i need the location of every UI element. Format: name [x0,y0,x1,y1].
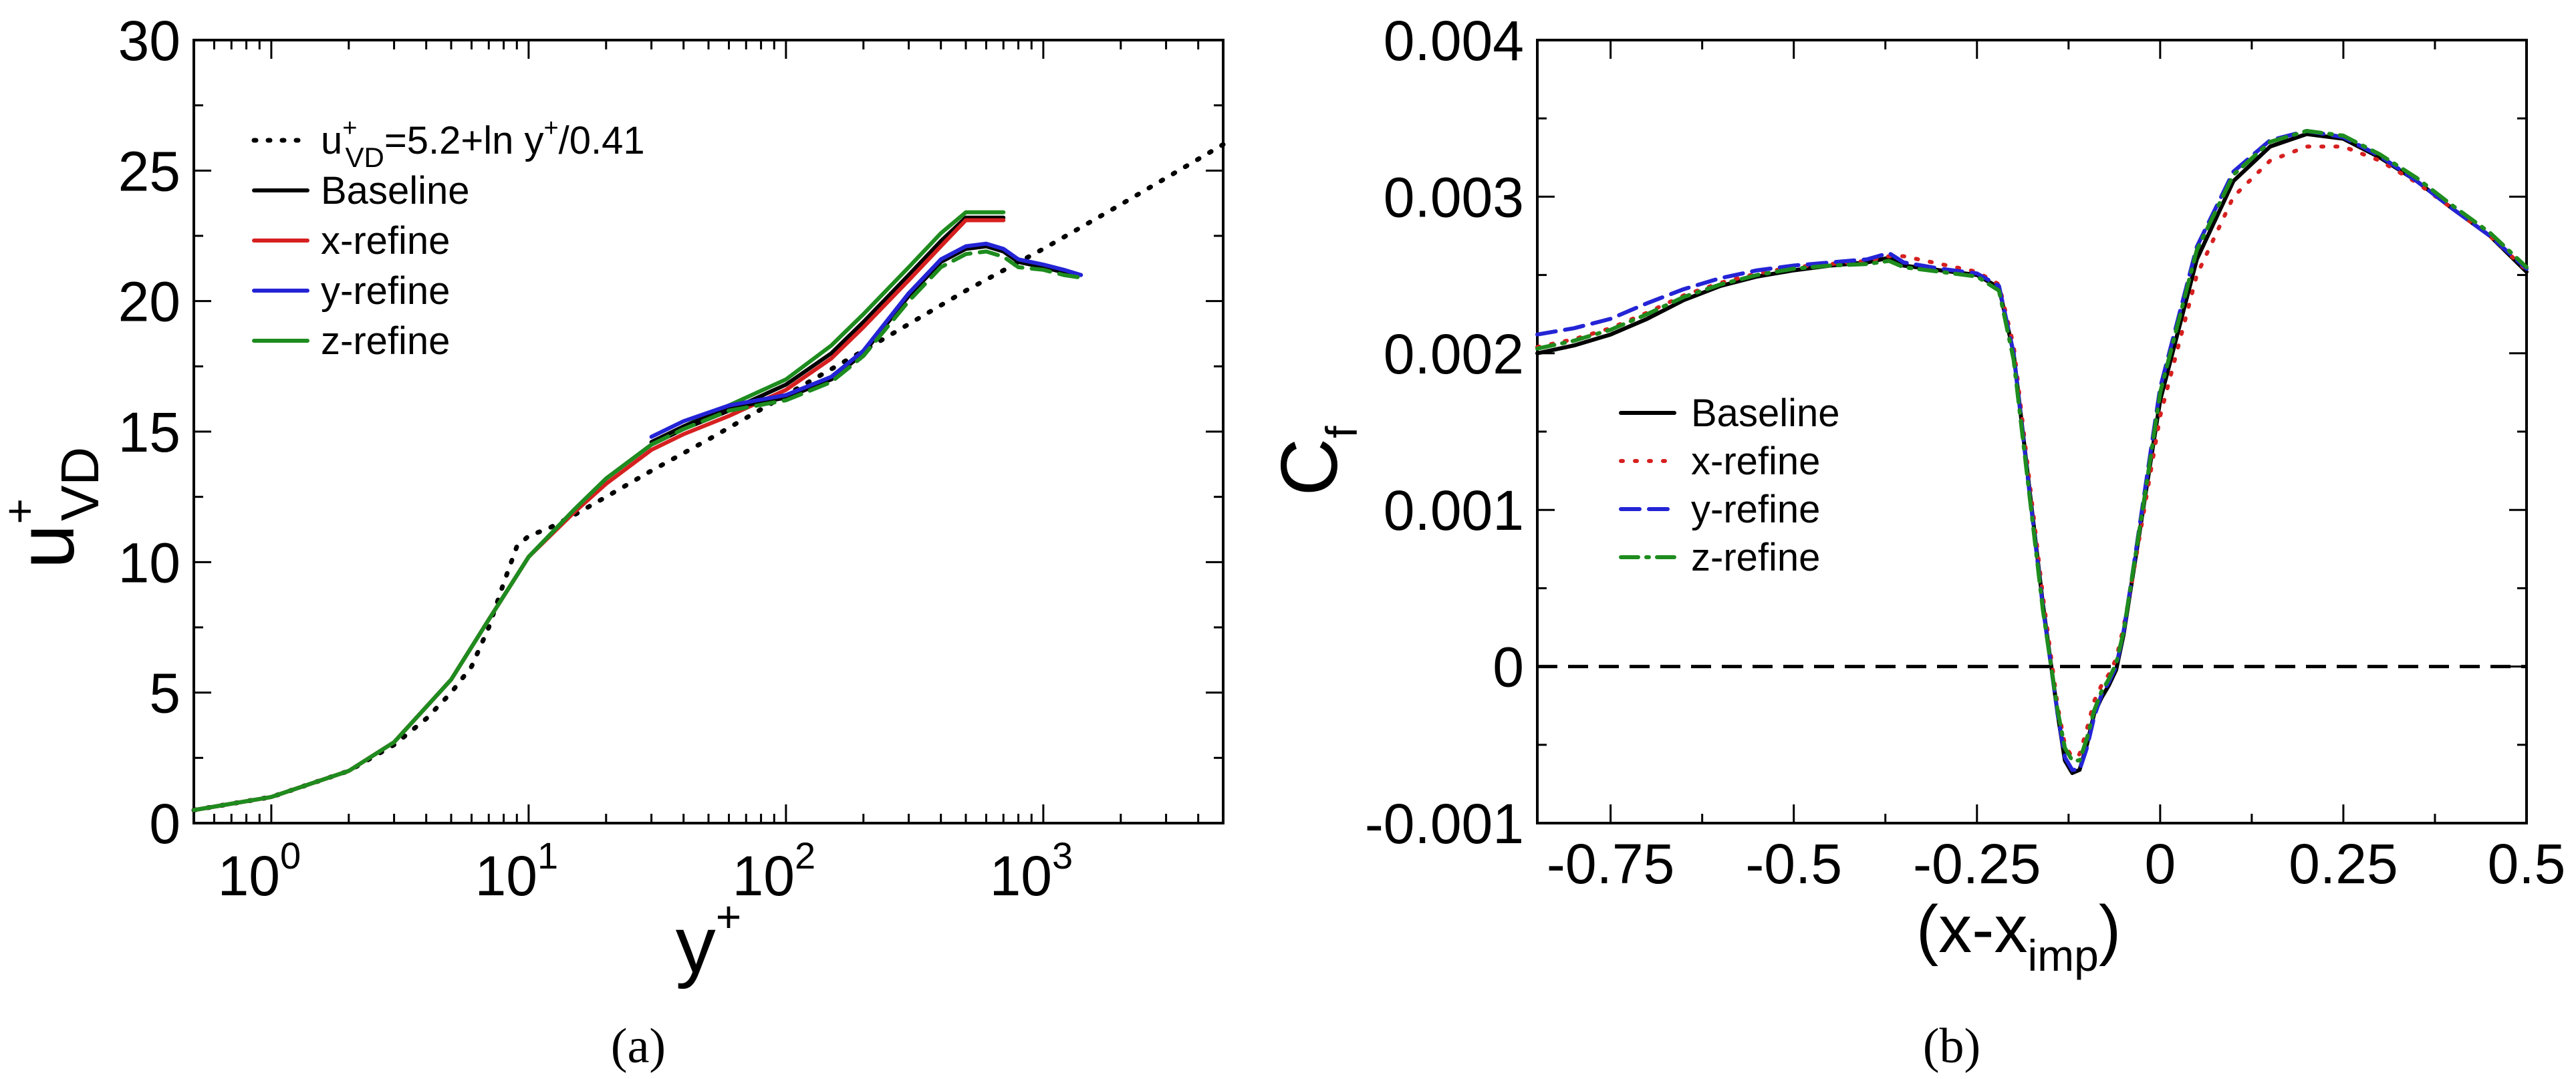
x-tick-exponent: 0 [280,834,301,877]
legend-label-part: /0.41 [559,119,645,162]
series-line [649,241,1083,439]
x-tick-label: 0.25 [2289,832,2398,895]
legend-label-part: VD [345,142,384,173]
y-tick-label: -0.001 [1365,792,1524,855]
y-tick-label: 30 [118,9,180,72]
panel-a-y-axis-title: u+VD [0,447,110,569]
y-tick-label: 0 [1493,636,1524,699]
y-tick-label: 0.002 [1384,323,1524,386]
series-line [649,249,1083,447]
x-tick-exponent: 1 [537,834,558,877]
x-tick-label: 101 [475,834,559,907]
legend-label: z-refine [1691,536,1820,579]
x-tick-label: 0.5 [2488,832,2566,895]
panel-a-legend: u+ VD=5.2+ln y+/0.41Baselinex-refiney-ref… [251,114,645,363]
y-tick-label: 0.004 [1384,9,1524,72]
x-tick-label: 0 [2144,832,2176,895]
x-tick-base: 10 [475,844,537,907]
panel-b-label: (b) [1923,1019,1980,1074]
panel-a-ylabel-sup: + [0,498,44,524]
legend-label: z-refine [321,319,450,363]
panel-b-y-axis-title: Cf [1265,426,1366,496]
x-tick-label: 100 [218,834,301,907]
y-tick-label: 5 [149,662,180,725]
legend-label: x-refine [1691,440,1820,483]
x-tick-label: 103 [990,834,1073,907]
svg-text:u+VD: u+VD [0,447,110,569]
panel-a-ylabel-sub: VD [50,447,110,521]
y-tick-label: 25 [118,140,180,202]
y-tick-label: 10 [118,531,180,594]
x-tick-base: 10 [218,844,280,907]
panel-b-y-ticks: -0.001 0 0.001 0.002 0.003 0.004 [1365,9,2527,855]
legend-label-part: u [321,119,342,162]
y-tick-label: 0.003 [1384,166,1524,228]
svg-text:Cf: Cf [1265,426,1366,496]
panel-a-x-axis-title: y+ [676,892,742,989]
panel-b-legend: Baseline x-refine y-refine z-refine [1619,392,1839,579]
panel-b: Cf (x-ximp) -0.00100.0010.0020.0030.004 … [1265,9,2565,1074]
series-line [1535,129,2529,763]
panel-a-label: (a) [611,1019,666,1074]
legend-label: y-refine [321,269,450,313]
legend-label-part: + [342,114,357,142]
panel-b-xlabel-sub: imp [2027,931,2098,980]
legend-label-part: + [543,114,558,142]
legend-label-part: =5.2+ln y [384,119,544,162]
svg-text:y+: y+ [676,892,742,989]
x-tick-base: 10 [990,844,1052,907]
y-tick-label: 0.001 [1384,479,1524,542]
x-tick-exponent: 3 [1052,834,1073,877]
x-tick-label: -0.25 [1913,832,2041,895]
panel-a-series [191,142,1226,812]
legend-label: y-refine [1691,488,1820,531]
panel-b-series [1535,129,2529,775]
legend-label: u+ VD=5.2+ln y+/0.41 [321,114,645,173]
panel-a-ylabel-main: u [1,524,91,569]
legend-label: Baseline [321,169,469,212]
y-tick-label: 20 [118,271,180,333]
series-line [1535,129,2529,772]
x-tick-exponent: 2 [795,834,815,877]
y-tick-label: 0 [149,792,180,855]
y-tick-label: 15 [118,401,180,464]
panel-b-x-axis-title: (x-ximp) [1916,892,2121,980]
svg-text:(x-ximp): (x-ximp) [1916,892,2121,980]
panel-b-xlabel-main: (x-x [1916,892,2028,967]
x-tick-label: -0.75 [1547,832,1674,895]
panel-a-x-ticks: 100 101 102 103 [192,40,1225,907]
panel-a-xlabel-sup: + [716,892,742,941]
x-tick-label: 102 [733,834,816,907]
panel-a-y-ticks: 0 5 10 15 20 25 30 [118,9,1223,855]
panel-b-ylabel-sub: f [1317,426,1366,438]
panel-b-xlabel-close: ) [2099,892,2121,967]
legend-label: x-refine [321,219,450,263]
panel-b-ylabel-main: C [1265,438,1354,496]
series-line [191,142,1226,812]
series-line [192,218,1006,812]
panel-b-x-ticks: -0.75 -0.5 -0.25 0 0.25 0.5 [1547,40,2565,895]
legend-label: Baseline [1691,392,1839,435]
x-tick-label: -0.5 [1745,832,1842,895]
panel-a-xlabel-main: y [676,900,716,989]
series-line [1535,132,2529,775]
x-tick-base: 10 [733,844,795,907]
series-line [1535,144,2529,760]
